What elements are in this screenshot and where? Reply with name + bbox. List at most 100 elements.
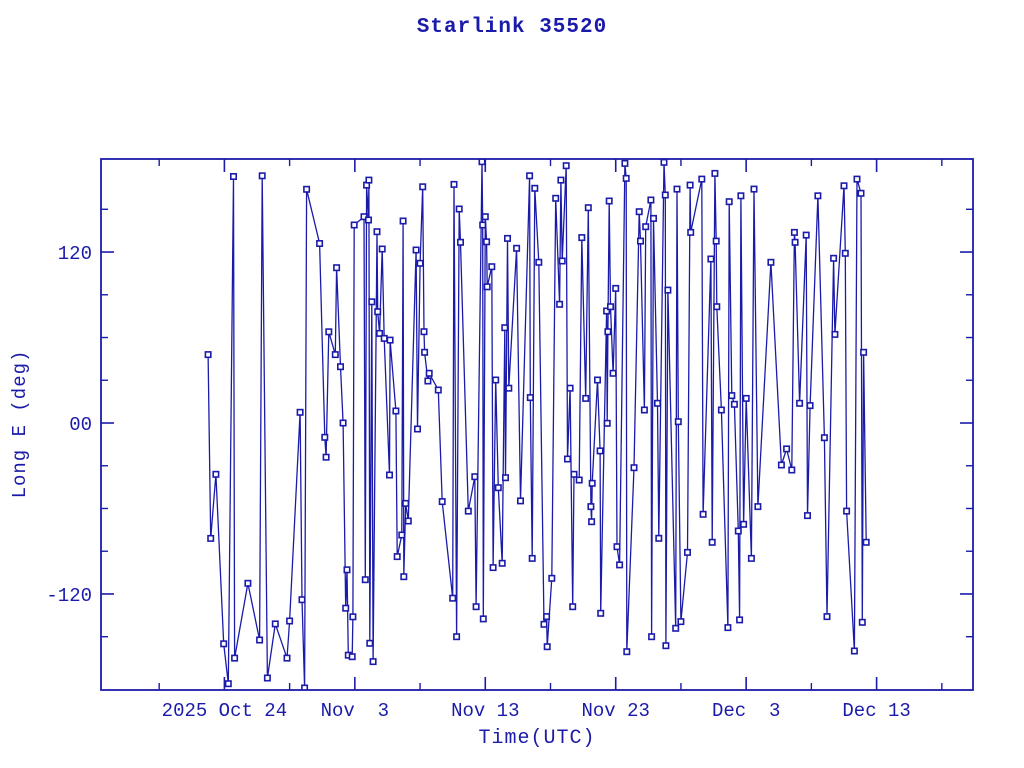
data-point-marker — [303, 185, 311, 193]
data-point-marker — [325, 328, 333, 336]
data-point-marker — [635, 208, 643, 216]
data-point-marker — [597, 609, 605, 617]
y-tick-label: 00 — [69, 414, 92, 436]
data-point-marker — [767, 258, 775, 266]
data-point-marker — [365, 176, 373, 184]
data-point-marker — [543, 643, 551, 651]
data-point-marker — [412, 246, 420, 254]
data-point-marker — [364, 216, 372, 224]
data-point-marker — [455, 205, 463, 213]
data-point-marker — [860, 348, 868, 356]
data-point-marker — [421, 348, 429, 356]
data-point-marker — [501, 474, 509, 482]
x-tick-label: Dec 3 — [712, 700, 780, 722]
data-point-marker — [376, 329, 384, 337]
data-point-marker — [244, 579, 252, 587]
data-point-marker — [712, 237, 720, 245]
data-point-marker — [450, 180, 458, 188]
data-point-marker — [803, 512, 811, 520]
data-point-marker — [331, 351, 339, 359]
data-point-marker — [853, 175, 861, 183]
data-point-marker — [296, 408, 304, 416]
data-point-marker — [526, 394, 534, 402]
data-point-marker — [672, 624, 680, 632]
data-point-marker — [374, 308, 382, 316]
data-point-marker — [820, 434, 828, 442]
data-point-marker — [630, 464, 638, 472]
data-point-marker — [464, 507, 472, 515]
data-point-marker — [740, 520, 748, 528]
x-tick-label: 2025 Oct 24 — [162, 700, 287, 722]
data-point-marker — [777, 461, 785, 469]
data-point-marker — [258, 172, 266, 180]
data-point-marker — [653, 399, 661, 407]
data-point-marker — [674, 418, 682, 426]
data-point-marker — [713, 303, 721, 311]
data-point-marker — [398, 531, 406, 539]
data-point-marker — [316, 240, 324, 248]
data-point-marker — [489, 564, 497, 572]
data-point-marker — [791, 238, 799, 246]
data-point-marker — [286, 617, 294, 625]
data-point-marker — [604, 328, 612, 336]
data-point-marker — [648, 633, 656, 641]
x-tick-label: Nov 3 — [321, 700, 389, 722]
data-point-marker — [349, 613, 357, 621]
data-point-marker — [494, 484, 502, 492]
data-point-marker — [747, 554, 755, 562]
data-point-marker — [736, 616, 744, 624]
x-tick-label: Dec 13 — [842, 700, 910, 722]
data-point-marker — [570, 470, 578, 478]
data-point-marker — [342, 604, 350, 612]
y-tick-label: -120 — [46, 585, 92, 607]
data-point-marker — [528, 554, 536, 562]
data-point-marker — [393, 553, 401, 561]
data-point-marker — [687, 228, 695, 236]
data-point-marker — [501, 324, 509, 332]
data-point-marker — [742, 394, 750, 402]
data-point-marker — [734, 527, 742, 535]
data-point-marker — [492, 376, 500, 384]
data-point-marker — [543, 613, 551, 621]
data-point-marker — [603, 419, 611, 427]
data-point-marker — [603, 307, 611, 315]
data-point-marker — [609, 369, 617, 377]
data-point-marker — [392, 407, 400, 415]
data-point-marker — [369, 658, 377, 666]
data-point-marker — [204, 351, 212, 359]
data-point-marker — [333, 264, 341, 272]
data-point-marker — [686, 181, 694, 189]
data-point-marker — [754, 503, 762, 511]
data-point-marker — [806, 402, 814, 410]
data-point-marker — [563, 455, 571, 463]
data-point-marker — [513, 244, 521, 252]
data-point-marker — [578, 234, 586, 242]
data-point-marker — [283, 654, 291, 662]
data-point-marker — [378, 245, 386, 253]
data-point-marker — [728, 392, 736, 400]
data-point-marker — [404, 517, 412, 525]
data-point-marker — [737, 192, 745, 200]
data-point-marker — [488, 263, 496, 271]
data-point-marker — [420, 328, 428, 336]
data-series — [204, 159, 870, 690]
data-point-marker — [640, 406, 648, 414]
data-point-marker — [596, 447, 604, 455]
data-point-marker — [823, 613, 831, 621]
data-point-marker — [698, 175, 706, 183]
data-point-marker — [662, 642, 670, 650]
data-point-marker — [841, 249, 849, 257]
data-point-marker — [814, 192, 822, 200]
data-point-marker — [449, 594, 457, 602]
data-point-marker — [588, 479, 596, 487]
data-point-marker — [413, 425, 421, 433]
data-point-marker — [707, 255, 715, 263]
data-point-marker — [361, 576, 369, 584]
data-point-marker — [717, 406, 725, 414]
data-point-marker — [730, 400, 738, 408]
plot-frame — [100, 158, 974, 691]
data-point-marker — [857, 189, 865, 197]
data-point-marker — [660, 159, 668, 166]
data-point-marker — [540, 620, 548, 628]
